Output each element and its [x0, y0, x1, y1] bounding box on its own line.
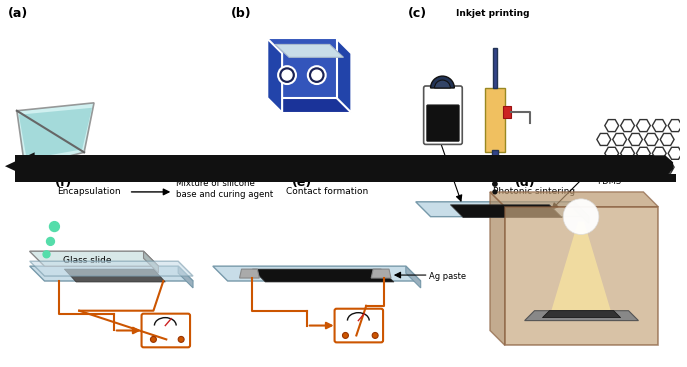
Text: Glass slide: Glass slide [63, 256, 111, 265]
Polygon shape [371, 269, 391, 278]
Polygon shape [406, 266, 420, 288]
Circle shape [278, 66, 296, 84]
Circle shape [47, 237, 54, 246]
Text: Graphene
ink: Graphene ink [424, 111, 462, 130]
Polygon shape [252, 269, 394, 282]
Circle shape [372, 333, 378, 338]
Polygon shape [543, 311, 620, 317]
Bar [503, 106, 510, 118]
Polygon shape [30, 261, 193, 276]
Bar [505, 207, 658, 345]
Polygon shape [267, 39, 282, 113]
Polygon shape [30, 251, 159, 266]
Text: Ag paste: Ag paste [429, 272, 466, 280]
Circle shape [178, 337, 184, 342]
FancyBboxPatch shape [142, 314, 190, 347]
Polygon shape [65, 269, 166, 282]
FancyBboxPatch shape [427, 105, 460, 141]
Text: Printed graphene: Printed graphene [597, 166, 671, 175]
Text: Encapsulation: Encapsulation [57, 188, 121, 196]
Text: 80 °C, 1hr: 80 °C, 1hr [271, 61, 317, 70]
Circle shape [150, 337, 157, 342]
Polygon shape [213, 266, 420, 281]
Circle shape [493, 190, 497, 194]
Text: Mixture of silicone
base and curing agent: Mixture of silicone base and curing agen… [176, 179, 273, 199]
Circle shape [493, 182, 497, 186]
Polygon shape [5, 152, 34, 180]
Circle shape [49, 222, 59, 232]
Text: (c): (c) [408, 7, 427, 20]
Polygon shape [267, 39, 351, 53]
Polygon shape [282, 53, 351, 113]
Bar [492, 150, 498, 162]
FancyBboxPatch shape [424, 86, 462, 144]
Polygon shape [574, 202, 589, 224]
Bar [15, 174, 676, 182]
Text: (e): (e) [292, 175, 313, 189]
Polygon shape [451, 205, 562, 218]
Polygon shape [337, 39, 351, 113]
Circle shape [563, 199, 599, 235]
Wedge shape [431, 76, 454, 88]
Polygon shape [178, 266, 193, 288]
Polygon shape [490, 192, 658, 207]
Polygon shape [240, 269, 259, 278]
Polygon shape [16, 103, 94, 167]
Polygon shape [267, 39, 337, 98]
Text: Inkjet printing: Inkjet printing [456, 9, 530, 18]
Polygon shape [19, 108, 92, 159]
Text: (d): (d) [515, 175, 535, 189]
Text: (b): (b) [231, 7, 251, 20]
Text: (f): (f) [54, 175, 71, 189]
Circle shape [282, 70, 292, 80]
Bar [15, 155, 653, 177]
Polygon shape [275, 44, 344, 57]
Text: PDMS: PDMS [597, 177, 621, 186]
Wedge shape [435, 80, 451, 88]
FancyBboxPatch shape [335, 309, 383, 342]
Polygon shape [490, 192, 505, 345]
Circle shape [43, 251, 50, 258]
Polygon shape [30, 251, 159, 266]
Text: Photonic sintering: Photonic sintering [493, 188, 576, 196]
Circle shape [343, 333, 348, 338]
Polygon shape [552, 222, 611, 311]
Text: (a): (a) [8, 7, 28, 20]
Polygon shape [525, 311, 638, 321]
Polygon shape [144, 251, 159, 273]
Circle shape [308, 66, 326, 84]
Text: Contact formation: Contact formation [286, 188, 368, 196]
Polygon shape [30, 266, 193, 281]
Polygon shape [416, 202, 589, 217]
Bar [485, 88, 505, 152]
Circle shape [493, 172, 497, 178]
Polygon shape [638, 155, 673, 177]
Circle shape [312, 70, 322, 80]
Bar [493, 48, 497, 88]
